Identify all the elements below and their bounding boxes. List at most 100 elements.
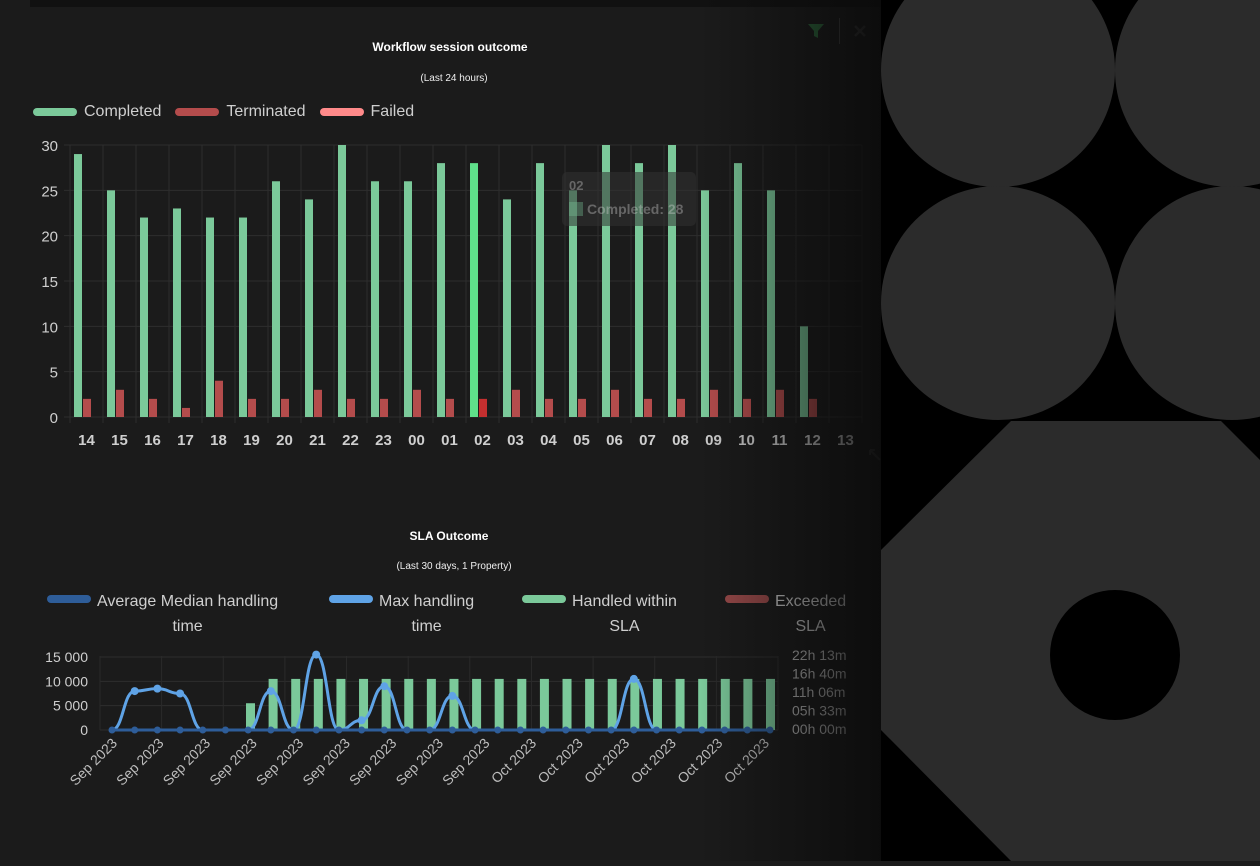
bar-handled (585, 678, 595, 730)
bar-handled (743, 678, 753, 730)
legend-label: Average Median handling (97, 593, 279, 610)
close-icon[interactable] (852, 23, 868, 39)
bar-handled (313, 678, 323, 730)
deco-circle-3 (881, 186, 1115, 420)
bar-handled (268, 678, 278, 730)
x-tick-label: 13 (837, 432, 854, 449)
bar-terminated (743, 398, 751, 417)
legend-swatch (33, 108, 77, 116)
bar-completed (470, 163, 478, 417)
y-right-tick-label: 00h 00m (792, 721, 846, 737)
point-avg-median (675, 726, 683, 734)
tooltip-title: 02 (569, 178, 584, 193)
legend-item-max-handling[interactable]: Max handling time (329, 589, 474, 639)
bar-completed (635, 163, 643, 417)
chart2-legend: Average Median handling time Max handling… (0, 589, 881, 639)
x-tick-label: Oct 2023 (674, 735, 726, 787)
legend-item-exceeded[interactable]: Exceeded SLA (725, 589, 846, 639)
legend-item-avg-median[interactable]: Average Median handling time (47, 589, 278, 639)
point-avg-median (471, 726, 479, 734)
point-max-handling (448, 691, 457, 700)
legend-label: Handled within (572, 593, 677, 610)
legend-swatch (522, 595, 566, 603)
legend-item-completed[interactable]: Completed (33, 103, 161, 121)
y-tick-label: 10 000 (45, 673, 88, 689)
legend-swatch (175, 108, 220, 116)
bar-terminated (512, 389, 520, 417)
bar-terminated (710, 389, 718, 417)
chart2-subtitle: (Last 30 days, 1 Property) (396, 561, 512, 572)
point-max-handling (176, 689, 185, 698)
bar-completed (107, 190, 115, 417)
legend-item-handled[interactable]: Handled within SLA (522, 589, 677, 639)
tooltip-swatch (569, 202, 583, 216)
x-tick-label: 06 (606, 432, 623, 449)
decorative-shapes (881, 0, 1260, 861)
point-max-handling (629, 674, 638, 683)
x-tick-label: Oct 2023 (721, 735, 773, 787)
bar-terminated (314, 389, 322, 417)
point-avg-median (108, 726, 116, 734)
panel-top-bar (30, 0, 881, 7)
bar-terminated (413, 389, 421, 417)
bar-terminated (149, 398, 157, 417)
chart-tooltip: 02 Completed: 28 (562, 172, 696, 226)
x-tick-label: 17 (177, 432, 194, 449)
bar-completed (338, 145, 346, 417)
bar-completed (239, 217, 247, 417)
point-avg-median (721, 726, 729, 734)
point-avg-median (267, 726, 275, 734)
bar-completed (206, 217, 214, 417)
point-avg-median (131, 726, 139, 734)
bar-handled (630, 678, 640, 730)
point-avg-median (562, 726, 570, 734)
point-avg-median (698, 726, 706, 734)
x-tick-label: Oct 2023 (488, 735, 540, 787)
bar-completed (371, 181, 379, 417)
bar-handled (562, 678, 572, 730)
point-avg-median (290, 726, 298, 734)
bar-terminated (347, 398, 355, 417)
bar-terminated (281, 398, 289, 417)
x-tick-label: Sep 2023 (346, 735, 400, 789)
resize-icon[interactable] (868, 448, 882, 462)
point-avg-median (244, 726, 252, 734)
point-max-handling (130, 687, 139, 696)
decorative-background (881, 0, 1260, 861)
x-tick-label: Sep 2023 (160, 735, 214, 789)
y-tick-label: 5 (50, 365, 58, 382)
legend-label: Exceeded (775, 593, 847, 610)
x-tick-label: Oct 2023 (581, 735, 633, 787)
bar-completed (437, 163, 445, 417)
bar-handled (291, 678, 301, 730)
chart1-title: Workflow session outcome (372, 40, 528, 54)
bar-handled (472, 678, 482, 730)
x-tick-label: 20 (276, 432, 293, 449)
x-tick-label: 23 (375, 432, 392, 449)
point-avg-median (153, 726, 161, 734)
x-tick-label: 16 (144, 432, 161, 449)
legend-label: Max handling (379, 593, 475, 610)
x-tick-label: Sep 2023 (113, 735, 167, 789)
bar-terminated (83, 398, 91, 417)
legend-item-failed[interactable]: Failed (319, 103, 414, 121)
bar-terminated (545, 398, 553, 417)
bar-terminated (116, 389, 124, 417)
x-tick-label: 15 (111, 432, 128, 449)
legend-label: Terminated (226, 103, 306, 120)
point-avg-median (516, 726, 524, 734)
bar-completed (272, 181, 280, 417)
point-avg-median (630, 726, 638, 734)
y-tick-label: 5 000 (53, 698, 88, 714)
point-avg-median (426, 726, 434, 734)
point-avg-median (539, 726, 547, 734)
bar-terminated (644, 398, 652, 417)
chart1-legend: Completed Terminated Failed (33, 103, 428, 121)
bar-handled (336, 678, 346, 730)
bar-terminated (215, 380, 223, 417)
legend-label: SLA (609, 618, 640, 635)
filter-icon[interactable] (805, 20, 827, 42)
bar-completed (767, 190, 775, 417)
x-tick-label: Sep 2023 (299, 735, 353, 789)
legend-item-terminated[interactable]: Terminated (175, 103, 306, 121)
